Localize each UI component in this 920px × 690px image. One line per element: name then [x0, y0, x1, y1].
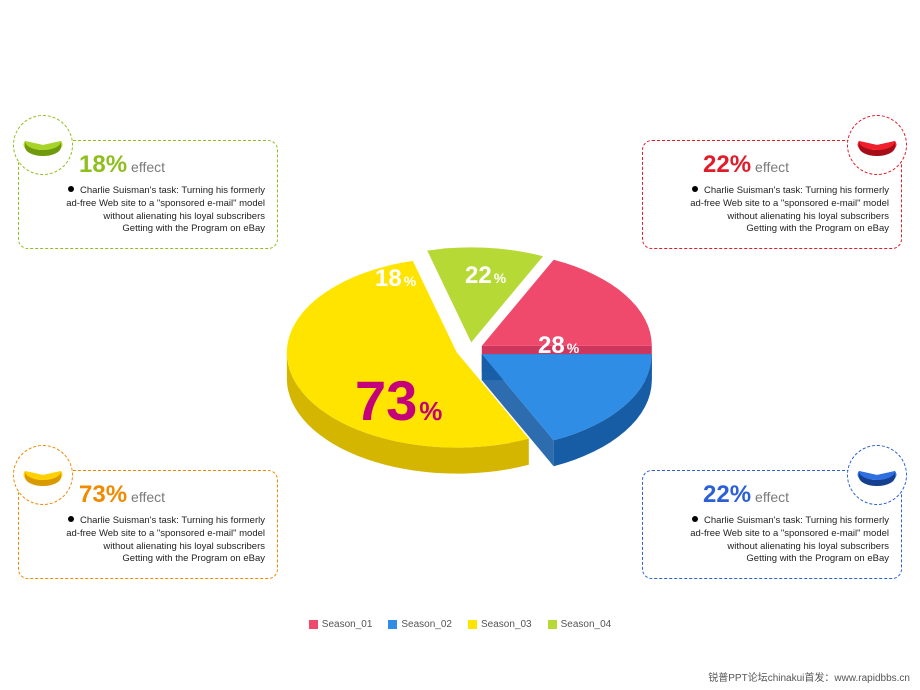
legend-swatch — [548, 620, 557, 629]
callout-description: Charlie Suisman's task: Turning his form… — [655, 515, 889, 566]
callout-bottom-right: 22% effect Charlie Suisman's task: Turni… — [642, 470, 902, 579]
legend-label: Season_04 — [561, 619, 612, 630]
callout-percent: 18% — [79, 151, 127, 179]
slice-label-s1: 22% — [465, 262, 506, 290]
wedge-icon — [855, 127, 899, 163]
legend-swatch — [309, 620, 318, 629]
callout-bottom-left: 73% effect Charlie Suisman's task: Turni… — [18, 470, 278, 579]
slice-label-s3: 73% — [355, 368, 442, 433]
legend-label: Season_01 — [322, 619, 373, 630]
callout-top-right: 22% effect Charlie Suisman's task: Turni… — [642, 140, 902, 249]
legend-label: Season_02 — [401, 619, 452, 630]
legend-swatch — [388, 620, 397, 629]
callout-mini-icon — [13, 115, 73, 175]
callout-description: Charlie Suisman's task: Turning his form… — [655, 185, 889, 236]
wedge-icon — [21, 127, 65, 163]
legend-item: Season_01 — [309, 619, 373, 630]
legend-item: Season_02 — [388, 619, 452, 630]
legend-item: Season_04 — [548, 619, 612, 630]
slice-label-s4: 18% — [375, 265, 416, 293]
legend: Season_01 Season_02 Season_03 Season_04 — [0, 619, 920, 630]
wedge-icon — [855, 457, 899, 493]
callout-description: Charlie Suisman's task: Turning his form… — [31, 185, 265, 236]
callout-effect-label: effect — [755, 159, 789, 175]
callout-description: Charlie Suisman's task: Turning his form… — [31, 515, 265, 566]
legend-label: Season_03 — [481, 619, 532, 630]
slice-label-s2: 28% — [538, 332, 579, 360]
callout-mini-icon — [13, 445, 73, 505]
callout-top-left: 18% effect Charlie Suisman's task: Turni… — [18, 140, 278, 249]
callout-effect-label: effect — [131, 489, 165, 505]
pie-chart: 22% 28% 73% 18% — [280, 220, 660, 520]
callout-percent: 22% — [703, 481, 751, 509]
callout-effect-label: effect — [131, 159, 165, 175]
callout-percent: 73% — [79, 481, 127, 509]
wedge-icon — [21, 457, 65, 493]
legend-item: Season_03 — [468, 619, 532, 630]
legend-swatch — [468, 620, 477, 629]
callout-mini-icon — [847, 445, 907, 505]
footer-attribution: 锐普PPT论坛chinakui首发：www.rapidbbs.cn — [708, 669, 910, 684]
callout-effect-label: effect — [755, 489, 789, 505]
callout-percent: 22% — [703, 151, 751, 179]
callout-mini-icon — [847, 115, 907, 175]
